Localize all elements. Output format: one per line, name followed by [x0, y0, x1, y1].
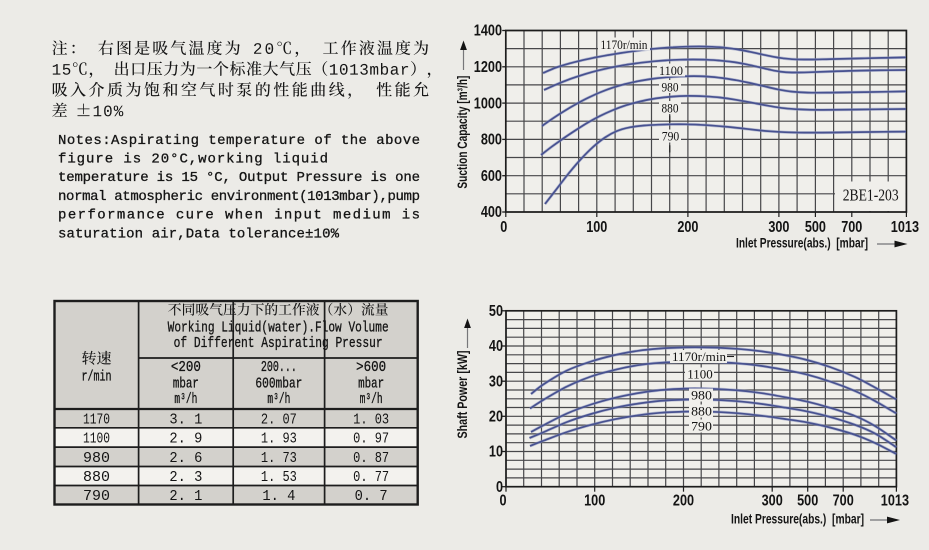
svg-text:200...: 200... — [261, 360, 297, 376]
svg-text:temperature is 15 °C, Output P: temperature is 15 °C, Output Pressure is… — [58, 170, 420, 186]
svg-text:<200: <200 — [171, 360, 201, 376]
svg-text:performance cure when input me: performance cure when input medium is — [58, 208, 420, 224]
svg-text:500: 500 — [805, 219, 826, 236]
svg-text:0: 0 — [499, 493, 506, 510]
svg-text:1. 93: 1. 93 — [261, 431, 297, 448]
svg-text:of Different Aspirating Pressu: of Different Aspirating Pressur — [174, 336, 383, 352]
svg-text:200: 200 — [677, 219, 698, 236]
svg-text:mbar: mbar — [173, 377, 199, 393]
svg-text:40: 40 — [489, 338, 503, 355]
svg-text:2. 07: 2. 07 — [261, 411, 297, 428]
svg-text:0. 7: 0. 7 — [355, 488, 388, 505]
svg-text:mbar: mbar — [358, 377, 384, 393]
svg-text:2BE1-203: 2BE1-203 — [843, 186, 899, 205]
svg-text:1170: 1170 — [83, 411, 110, 428]
svg-text:1170r/min: 1170r/min — [601, 37, 648, 52]
svg-text:790: 790 — [83, 488, 110, 505]
svg-text:figure is 20°C,working liquid: figure is 20°C,working liquid — [58, 152, 328, 168]
svg-text:10: 10 — [489, 444, 503, 461]
svg-text:200: 200 — [673, 493, 694, 510]
svg-text:m³/h: m³/h — [174, 392, 197, 408]
svg-text:1170r/min: 1170r/min — [672, 349, 726, 364]
svg-text:1. 53: 1. 53 — [261, 469, 297, 486]
svg-text:1. 4: 1. 4 — [262, 488, 295, 505]
svg-text:m³/h: m³/h — [360, 392, 383, 408]
svg-text:1100: 1100 — [659, 63, 683, 78]
svg-text:600: 600 — [481, 168, 502, 185]
svg-text:0: 0 — [496, 479, 503, 496]
svg-text:2. 6: 2. 6 — [169, 450, 202, 467]
svg-text:50: 50 — [489, 303, 503, 320]
svg-text:>600: >600 — [356, 360, 386, 376]
svg-text:Inlet Pressure(abs.) [mbar]: Inlet Pressure(abs.) [mbar] — [731, 512, 864, 527]
svg-text:980: 980 — [691, 387, 712, 402]
svg-text:Working Liquid(water).Flow Vol: Working Liquid(water).Flow Volume — [168, 321, 389, 337]
svg-text:1100: 1100 — [83, 431, 110, 448]
svg-text:500: 500 — [797, 493, 818, 510]
svg-text:saturation air,Data tolerance±: saturation air,Data tolerance±10% — [58, 226, 340, 242]
svg-text:2. 3: 2. 3 — [169, 469, 202, 486]
svg-text:980: 980 — [662, 79, 679, 94]
svg-text:600mbar: 600mbar — [255, 377, 302, 393]
svg-text:790: 790 — [691, 419, 712, 434]
svg-text:r/min: r/min — [82, 370, 112, 386]
svg-text:1000: 1000 — [474, 95, 502, 112]
svg-text:0: 0 — [500, 219, 507, 236]
svg-text:Notes:Aspirating temperature o: Notes:Aspirating temperature of the abov… — [58, 133, 420, 149]
svg-text:700: 700 — [841, 219, 862, 236]
svg-text:880: 880 — [83, 469, 110, 486]
svg-text:1013: 1013 — [881, 493, 910, 510]
svg-text:1013: 1013 — [891, 219, 920, 236]
svg-text:300: 300 — [762, 493, 783, 510]
svg-text:1. 73: 1. 73 — [261, 450, 297, 467]
svg-text:1200: 1200 — [474, 59, 502, 76]
svg-text:20: 20 — [489, 409, 503, 426]
svg-text:300: 300 — [768, 219, 789, 236]
svg-text:1100: 1100 — [687, 367, 712, 382]
svg-text:100: 100 — [584, 493, 605, 510]
svg-text:400: 400 — [481, 204, 502, 221]
svg-text:700: 700 — [833, 493, 854, 510]
svg-text:880: 880 — [691, 403, 712, 418]
svg-text:3. 1: 3. 1 — [169, 411, 202, 428]
svg-text:Shaft Power [kW]: Shaft Power [kW] — [455, 351, 470, 439]
svg-text:0. 97: 0. 97 — [353, 431, 389, 448]
svg-text:0. 77: 0. 77 — [353, 469, 389, 486]
svg-text:2. 1: 2. 1 — [169, 488, 202, 505]
svg-text:790: 790 — [662, 129, 680, 144]
svg-text:1400: 1400 — [474, 23, 502, 40]
svg-text:2. 9: 2. 9 — [169, 431, 202, 448]
svg-text:m³/h: m³/h — [267, 392, 290, 408]
svg-text:normal atmospheric environment: normal atmospheric environment(1013mbar)… — [58, 189, 420, 205]
svg-text:Inlet Pressure(abs.) [mbar]: Inlet Pressure(abs.) [mbar] — [736, 236, 868, 251]
svg-text:Suction Capacity [m³/h]: Suction Capacity [m³/h] — [455, 76, 470, 189]
svg-text:30: 30 — [489, 373, 503, 390]
svg-text:1. 03: 1. 03 — [353, 411, 389, 428]
svg-text:980: 980 — [83, 450, 110, 467]
svg-text:800: 800 — [481, 132, 502, 149]
svg-text:0. 87: 0. 87 — [353, 450, 389, 467]
svg-text:880: 880 — [662, 100, 679, 115]
svg-text:100: 100 — [586, 219, 607, 236]
